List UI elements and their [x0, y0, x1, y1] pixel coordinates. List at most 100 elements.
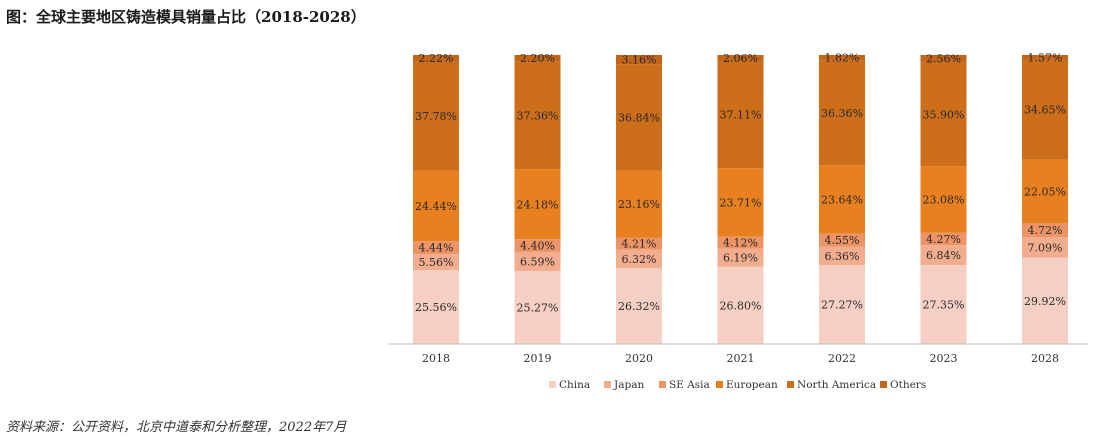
data-label-others-2019: 2.20% — [520, 52, 555, 65]
data-label-north-america-2021: 37.11% — [720, 109, 762, 122]
data-label-european-2018: 24.44% — [415, 200, 457, 213]
bar-segment-european-2020 — [616, 170, 662, 238]
legend-label-china: China — [559, 379, 590, 391]
bars-layer: 25.56% 5.56%4.44% 24.44% 37.78% 2.22% 25.27% 6… — [413, 51, 1068, 344]
x-tick-label-2020: 2020 — [625, 352, 653, 365]
legend-swatch-japan — [604, 381, 611, 388]
data-label-china-2022: 27.27% — [821, 299, 863, 312]
data-label-china-2023: 27.35% — [923, 298, 965, 311]
data-label-north-america-2019: 37.36% — [517, 109, 559, 122]
x-tick-label-2021: 2021 — [727, 352, 755, 365]
data-label-japan-2018: 5.56% — [419, 256, 454, 269]
bar-segment-se-asia-2021 — [717, 236, 764, 249]
bar-segment-others-2028 — [1022, 55, 1068, 60]
bar-segment-japan-2020 — [616, 249, 662, 268]
source-note: 资料来源：公开资料，北京中道泰和分析整理，2022年7月 — [6, 420, 347, 435]
bar-segment-european-2028 — [1022, 159, 1068, 224]
legend-label-japan: Japan — [613, 379, 644, 391]
data-label-se-asia-2023: 4.27% — [926, 233, 961, 246]
data-label-north-america-2020: 36.84% — [618, 111, 660, 124]
bar-segment-north-america-2021 — [717, 60, 764, 169]
bar-segment-japan-2018 — [413, 254, 459, 271]
legend-swatch-china — [549, 381, 556, 388]
data-label-japan-2022: 6.36% — [825, 250, 860, 263]
legend-swatch-european — [716, 381, 723, 388]
data-label-japan-2021: 6.19% — [723, 252, 758, 265]
bar-segment-se-asia-2019 — [514, 239, 561, 252]
data-label-european-2019: 24.18% — [517, 198, 559, 211]
bar-segment-north-america-2018 — [413, 61, 459, 171]
bar-segment-japan-2028 — [1022, 237, 1068, 258]
legend: China Japan SE Asia European North America Ot… — [549, 379, 926, 391]
data-label-north-america-2023: 35.90% — [923, 108, 965, 121]
data-label-china-2021: 26.80% — [720, 299, 762, 312]
data-label-european-2023: 23.08% — [923, 194, 965, 207]
bar-segment-north-america-2023 — [920, 62, 967, 167]
legend-swatch-se-asia — [659, 381, 666, 388]
bar-segment-japan-2023 — [920, 245, 967, 265]
bar-segment-european-2018 — [413, 170, 459, 242]
bar-segment-others-2020 — [616, 54, 662, 65]
bar-segment-north-america-2020 — [616, 64, 662, 171]
figure-title: 图：全球主要地区铸造模具销量占比（2018-2028） — [6, 8, 366, 26]
data-label-japan-2020: 6.32% — [622, 253, 657, 266]
data-label-european-2021: 23.71% — [720, 196, 762, 209]
data-label-european-2020: 23.16% — [618, 198, 660, 211]
data-label-se-asia-2021: 4.12% — [723, 237, 758, 250]
bar-segment-european-2021 — [717, 168, 764, 237]
bar-segment-se-asia-2018 — [413, 241, 459, 255]
legend-label-european: European — [726, 379, 778, 391]
data-label-others-2020: 3.16% — [622, 54, 657, 67]
data-label-se-asia-2019: 4.40% — [520, 240, 555, 253]
data-label-china-2019: 25.27% — [517, 301, 559, 314]
data-label-european-2022: 23.64% — [821, 194, 863, 207]
bar-segment-china-2022 — [819, 265, 865, 344]
bar-segment-se-asia-2022 — [819, 233, 865, 247]
bar-segment-se-asia-2028 — [1022, 223, 1068, 238]
data-label-china-2028: 29.92% — [1024, 295, 1066, 308]
bar-segment-china-2019 — [514, 270, 561, 344]
bar-segment-china-2023 — [920, 264, 967, 344]
data-label-others-2021: 2.06% — [723, 52, 758, 65]
x-tick-label-2028: 2028 — [1031, 352, 1059, 365]
data-label-north-america-2018: 37.78% — [415, 110, 457, 123]
bar-segment-china-2021 — [717, 266, 764, 344]
bar-segment-se-asia-2020 — [616, 237, 662, 250]
data-label-japan-2019: 6.59% — [520, 255, 555, 268]
data-label-north-america-2022: 36.36% — [821, 107, 863, 120]
bar-segment-european-2022 — [819, 165, 865, 234]
data-label-others-2023: 2.56% — [926, 53, 961, 66]
bar-segment-north-america-2022 — [819, 60, 865, 166]
bar-segment-others-2021 — [717, 55, 764, 61]
bar-segment-japan-2022 — [819, 246, 865, 266]
data-label-others-2022: 1.82% — [825, 52, 860, 65]
legend-swatch-others — [880, 381, 887, 388]
x-tick-label-2018: 2018 — [422, 352, 450, 365]
x-tick-label-2019: 2019 — [524, 352, 552, 365]
x-tick-label-2023: 2023 — [930, 352, 958, 365]
bar-segment-european-2019 — [514, 169, 561, 240]
x-tick-label-2022: 2022 — [828, 352, 856, 365]
data-label-north-america-2028: 34.65% — [1024, 104, 1066, 117]
data-label-european-2028: 22.05% — [1024, 186, 1066, 199]
data-label-se-asia-2022: 4.55% — [825, 234, 860, 247]
data-label-china-2018: 25.56% — [415, 301, 457, 314]
legend-label-north-america: North America — [797, 379, 876, 391]
bar-segment-north-america-2028 — [1022, 59, 1068, 160]
bar-segment-china-2028 — [1022, 257, 1068, 344]
bar-segment-china-2018 — [413, 270, 459, 344]
bar-segment-others-2019 — [514, 55, 561, 62]
bar-segment-others-2022 — [819, 55, 865, 61]
data-label-se-asia-2020: 4.21% — [622, 238, 657, 251]
bar-segment-se-asia-2023 — [920, 232, 967, 246]
data-label-china-2020: 26.32% — [618, 300, 660, 313]
data-label-japan-2028: 7.09% — [1028, 241, 1063, 254]
data-label-se-asia-2028: 4.72% — [1028, 224, 1063, 237]
bar-segment-north-america-2019 — [514, 61, 561, 170]
bar-segment-others-2018 — [413, 55, 459, 62]
data-label-japan-2023: 6.84% — [926, 249, 961, 262]
legend-swatch-north-america — [787, 381, 794, 388]
bar-segment-others-2023 — [920, 55, 967, 63]
data-label-se-asia-2018: 4.44% — [419, 242, 454, 255]
